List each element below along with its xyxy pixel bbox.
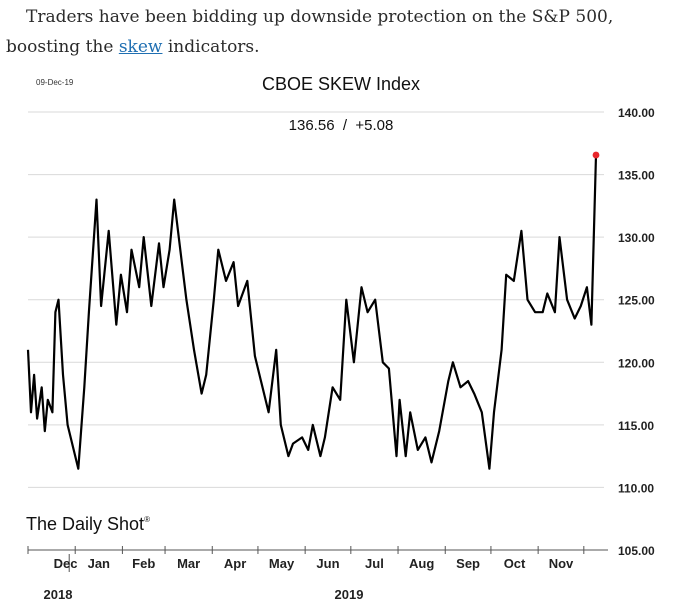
x-month-label: Feb [132, 556, 155, 571]
skew-chart: 140.00 135.00 130.00 125.00 120.00 115.00 110.… [6, 68, 668, 606]
intro-sentence-end: indicators. [167, 37, 260, 57]
y-tick-label: 130.00 [618, 231, 655, 245]
chart-last-value: 136.56 / +5.08 [289, 117, 394, 134]
x-year-label: 2018 [44, 587, 73, 602]
x-axis-month-labels: Dec Jan Feb Mar Apr May Jun Jul Aug Sep Oct Nov [54, 556, 574, 571]
x-month-label: Jul [365, 556, 384, 571]
y-tick-label: 135.00 [618, 169, 655, 183]
x-month-label: May [269, 556, 295, 571]
y-tick-label: 120.00 [618, 356, 655, 370]
x-month-label: Aug [409, 556, 434, 571]
last-value-marker [592, 151, 600, 159]
y-axis-tick-labels: 140.00 135.00 130.00 125.00 120.00 115.00 110.… [618, 106, 655, 558]
skew-series-line [26, 154, 598, 470]
y-tick-label: 140.00 [618, 106, 655, 120]
y-tick-label: 105.00 [618, 544, 655, 558]
skew-link[interactable]: skew [118, 37, 163, 57]
x-month-label: Apr [224, 556, 246, 571]
intro-sentence-start: Traders have been bidding up downside pr… [6, 7, 614, 57]
source-logo: The Daily Shot® [26, 514, 150, 534]
x-month-label: Jan [88, 556, 110, 571]
source-logo-mark: ® [144, 515, 150, 524]
y-tick-label: 125.00 [618, 294, 655, 308]
source-logo-text: The Daily Shot [26, 514, 144, 534]
x-month-label: Jun [316, 556, 339, 571]
chart-svg: 140.00 135.00 130.00 125.00 120.00 115.00 110.… [26, 74, 655, 602]
x-month-label: Sep [456, 556, 480, 571]
x-year-label: 2019 [335, 587, 364, 602]
x-month-label: Nov [549, 556, 574, 571]
x-month-label: Oct [504, 556, 526, 571]
chart-title: CBOE SKEW Index [262, 74, 420, 94]
y-tick-label: 115.00 [618, 419, 654, 433]
y-tick-label: 110.00 [618, 481, 654, 495]
x-month-label: Dec [54, 556, 78, 571]
article-intro-text: Traders have been bidding up downside pr… [6, 2, 668, 62]
x-axis-year-labels: 2018 2019 [44, 587, 364, 602]
x-axis [27, 546, 608, 572]
chart-date-stamp: 09-Dec-19 [36, 78, 74, 87]
x-month-label: Mar [177, 556, 200, 571]
